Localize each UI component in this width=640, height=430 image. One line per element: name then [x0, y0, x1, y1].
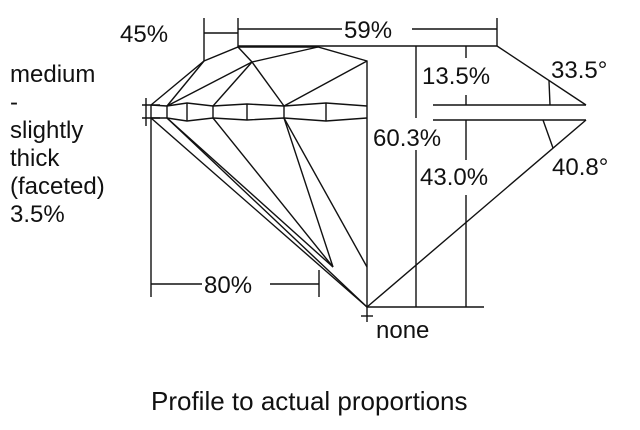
girdle-label-line: slightly [10, 117, 83, 144]
lower-half-label: 80% [204, 272, 252, 299]
pavilion-angle-label: 40.8° [552, 154, 608, 181]
girdle-label: medium - slightly thick (faceted) 3.5% [10, 61, 105, 228]
culet-label: none [376, 317, 429, 344]
girdle-label-line: (faceted) [10, 173, 105, 200]
table-label: 59% [344, 17, 392, 44]
pavilion-depth-label: 43.0% [420, 164, 488, 191]
dimension-lines [150, 18, 587, 308]
total-depth-label: 60.3% [373, 125, 441, 152]
crown-height-label: 45% [120, 21, 168, 48]
crown-angle-label: 33.5° [551, 57, 607, 84]
girdle-label-line: - [10, 89, 18, 116]
girdle-label-line: 3.5% [10, 201, 65, 228]
crown-percent-label: 13.5% [422, 63, 490, 90]
girdle-label-line: medium [10, 61, 95, 88]
girdle-label-line: thick [10, 145, 60, 172]
diamond-outline [142, 46, 373, 322]
caption: Profile to actual proportions [151, 386, 468, 416]
